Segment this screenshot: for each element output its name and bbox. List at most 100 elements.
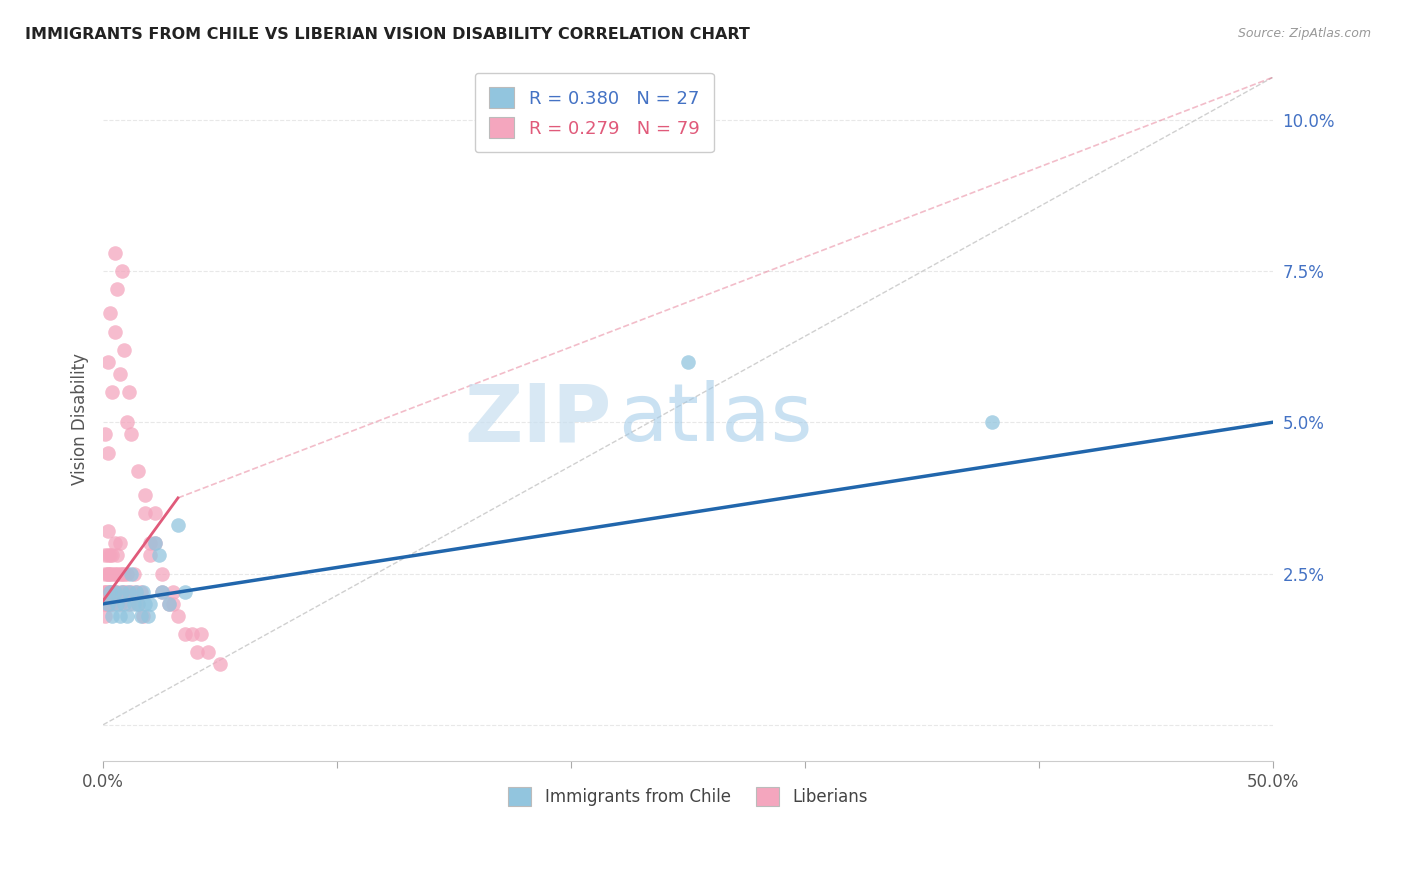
Point [115,608,138,623]
Point [186,645,208,659]
Point [174,627,197,641]
Point [112,566,135,581]
Point [98,584,121,599]
Text: Source: ZipAtlas.com: Source: ZipAtlas.com [1237,27,1371,40]
Point [97,549,120,563]
Point [139,597,162,611]
Text: IMMIGRANTS FROM CHILE VS LIBERIAN VISION DISABILITY CORRELATION CHART: IMMIGRANTS FROM CHILE VS LIBERIAN VISION… [25,27,751,42]
Point [111,584,134,599]
Point [94,597,117,611]
Point [108,367,131,381]
Point [115,584,138,599]
Point [122,566,145,581]
Point [676,355,699,369]
Point [162,597,184,611]
Point [167,518,190,533]
Point [94,608,117,623]
Point [162,584,184,599]
Point [190,627,212,641]
Point [120,584,142,599]
Point [111,584,134,599]
Point [120,566,142,581]
Text: ZIP: ZIP [464,380,612,458]
Point [101,549,124,563]
Point [118,584,141,599]
Point [105,549,128,563]
Point [104,536,127,550]
Point [134,597,156,611]
Point [105,597,128,611]
Point [94,549,117,563]
Point [181,627,204,641]
Point [112,597,135,611]
Point [167,608,190,623]
Point [101,385,124,400]
Point [136,608,159,623]
Point [129,608,152,623]
Point [98,584,121,599]
Point [101,566,124,581]
Point [98,566,121,581]
Point [97,445,120,459]
Point [115,415,138,429]
Point [101,597,124,611]
Point [157,597,180,611]
Point [125,584,148,599]
Point [104,325,127,339]
Legend: Immigrants from Chile, Liberians: Immigrants from Chile, Liberians [499,779,876,814]
Point [108,608,131,623]
Point [94,427,117,442]
Point [150,584,173,599]
Point [105,584,128,599]
Point [94,584,117,599]
Point [127,597,149,611]
Y-axis label: Vision Disability: Vision Disability [72,353,89,485]
Point [127,597,149,611]
Point [108,597,131,611]
Point [111,264,134,278]
Point [143,506,166,520]
Point [122,597,145,611]
Point [132,584,155,599]
Point [118,597,141,611]
Point [104,584,127,599]
Point [209,657,232,672]
Point [94,584,117,599]
Point [97,597,120,611]
Point [143,536,166,550]
Point [101,608,124,623]
Point [97,355,120,369]
Point [98,549,121,563]
Text: atlas: atlas [617,380,813,458]
Point [139,549,162,563]
Point [105,282,128,296]
Point [174,584,197,599]
Point [127,464,149,478]
Point [150,566,173,581]
Point [94,566,117,581]
Point [104,566,127,581]
Point [105,566,128,581]
Point [118,385,141,400]
Point [112,343,135,357]
Point [111,566,134,581]
Point [139,536,162,550]
Point [148,549,170,563]
Point [97,584,120,599]
Point [157,597,180,611]
Point [125,584,148,599]
Point [134,506,156,520]
Point [101,584,124,599]
Point [104,584,127,599]
Point [120,427,142,442]
Point [97,566,120,581]
Point [197,645,219,659]
Point [108,566,131,581]
Point [132,608,155,623]
Point [115,566,138,581]
Point [108,536,131,550]
Point [98,584,121,599]
Point [980,415,1002,429]
Point [112,584,135,599]
Point [97,524,120,538]
